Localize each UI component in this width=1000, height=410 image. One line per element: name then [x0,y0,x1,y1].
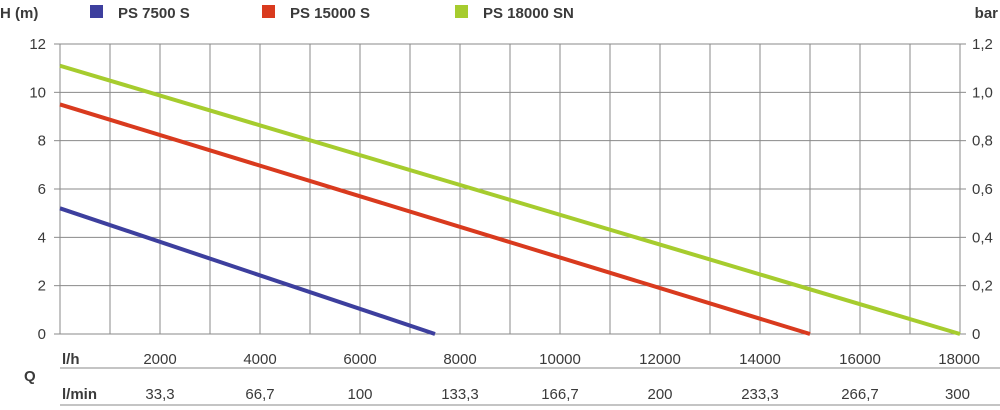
right-tick-label: 0,6 [972,181,993,198]
x-tick-label-lh: 2000 [143,351,176,368]
row2-unit-label: l/min [62,386,97,403]
legend-swatch [455,5,468,18]
x-tick-label-lh: 10000 [539,351,581,368]
legend-swatch [262,5,275,18]
x-tick-label-lmin: 100 [347,386,372,403]
x-tick-label-lmin: 33,3 [145,386,174,403]
x-tick-label-lmin: 266,7 [841,386,879,403]
x-tick-label-lmin: 66,7 [245,386,274,403]
series-line [59,63,961,336]
right-tick-label: 0,2 [972,278,993,295]
legend-label: PS 18000 SN [483,5,574,22]
x-tick-label-lh: 14000 [739,351,781,368]
x-tick-label-lmin: 166,7 [541,386,579,403]
row1-unit-label: l/h [62,351,80,368]
left-tick-label: 12 [29,36,46,53]
x-tick-label-lh: 6000 [343,351,376,368]
left-tick-label: 6 [38,181,46,198]
q-axis-label: Q [24,368,36,385]
x-tick-label-lh: 18000 [938,351,980,368]
series-line [59,102,811,336]
x-tick-label-lmin: 233,3 [741,386,779,403]
right-tick-label: 1,0 [972,84,993,101]
x-tick-label-lh: 16000 [839,351,881,368]
right-tick-label: 1,2 [972,36,993,53]
right-axis-title: bar [975,5,999,22]
left-tick-label: 4 [38,229,46,246]
left-tick-label: 2 [38,278,46,295]
left-tick-label: 10 [29,84,46,101]
right-tick-label: 0,4 [972,229,993,246]
legend-label: PS 15000 S [290,5,370,22]
right-tick-label: 0,8 [972,133,993,150]
x-tick-labels: 2000 4000 6000 8000 10000 12000 14000 16000 1800… [143,351,980,403]
series-line [59,206,436,336]
x-tick-label-lh: 8000 [443,351,476,368]
left-tick-label: 8 [38,133,46,150]
x-tick-label-lmin: 133,3 [441,386,479,403]
axes: 0 0 2 0,2 4 0,4 6 0,6 8 0,8 10 1,0 12 1,2 [29,36,1000,406]
legend-swatch [90,5,103,18]
legend-label: PS 7500 S [118,5,190,22]
series [59,63,961,336]
left-tick-label: 0 [38,326,46,343]
x-tick-label-lmin: 300 [945,386,970,403]
left-axis-title: H (m) [0,5,38,22]
legend: PS 7500 S PS 15000 S PS 18000 SN [90,5,574,22]
x-tick-label-lh: 4000 [243,351,276,368]
x-tick-label-lh: 12000 [639,351,681,368]
right-tick-label: 0 [972,326,980,343]
x-tick-label-lmin: 200 [647,386,672,403]
grid [59,43,961,335]
plot-border [59,43,961,335]
